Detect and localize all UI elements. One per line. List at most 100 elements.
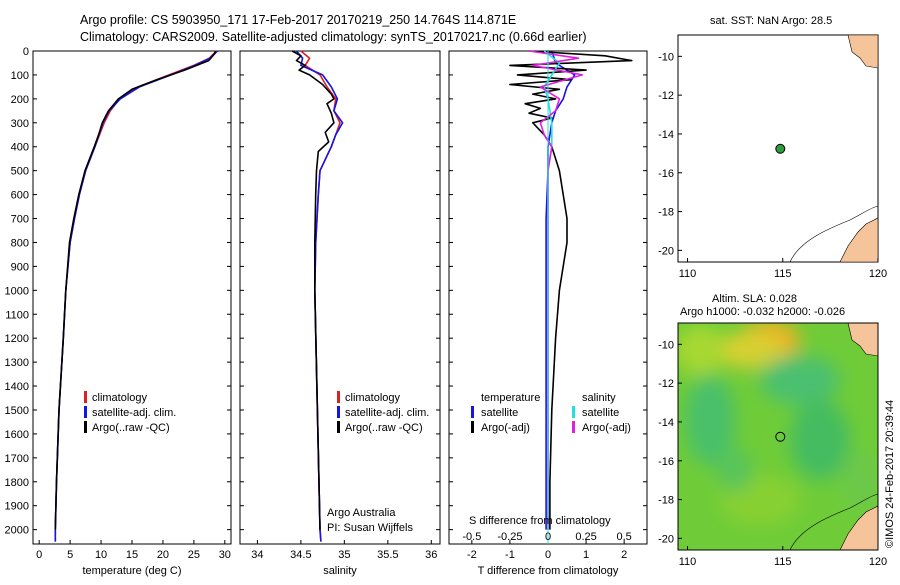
series-line	[54, 50, 218, 542]
y-tick-label: 2000	[5, 525, 29, 537]
legend-swatch-s-satellite	[572, 406, 575, 418]
legend-label: Argo(..raw -QC)	[92, 422, 170, 434]
y-tick-label: -20	[658, 245, 674, 257]
x-tick-label: 120	[869, 556, 887, 568]
legend-swatch-climatology	[84, 391, 87, 403]
y-tick-label: -10	[658, 339, 674, 351]
y-tick-label: 100	[11, 70, 29, 82]
legend-swatch-satellite	[84, 406, 87, 418]
x-tick-label: 35	[338, 549, 350, 561]
x-axis-label: salinity	[323, 565, 357, 577]
temperature-panel: 0 5 10 15 20 25 300100200300400500600700800900…	[5, 46, 232, 577]
y-tick-label: -12	[658, 90, 674, 102]
x-tick-label: 2	[621, 549, 627, 561]
legend-label: Argo(..raw -QC)	[345, 422, 423, 434]
x-tick-label: 20	[157, 549, 169, 561]
sst-map-title: sat. SST: NaN Argo: 28.5	[710, 15, 832, 27]
legend-label: satellite	[481, 407, 518, 419]
x-tick-label: 110	[679, 268, 697, 280]
header-line1: Argo profile: CS 5903950_171 17-Feb-2017…	[80, 13, 516, 27]
y-tick-label: -18	[658, 207, 674, 219]
y-tick-label: 1500	[5, 405, 29, 417]
y-tick-label: 1600	[5, 429, 29, 441]
difference-panel: -2 -1 0 1 2T difference from climatology -0.5…	[448, 50, 648, 577]
legend-swatch-satellite	[337, 406, 340, 418]
y-tick-label: 800	[11, 237, 29, 249]
legend-label: satellite	[582, 407, 619, 419]
isobath	[789, 205, 878, 262]
land-north	[847, 323, 878, 357]
sla-map-subtitle: Argo h1000: -0.032 h2000: -0.026	[680, 306, 845, 318]
s-diff-tick-label: 0.5	[617, 531, 632, 543]
series-line	[54, 50, 217, 542]
y-tick-label: -16	[658, 168, 674, 180]
annotation-institution: Argo Australia	[327, 507, 396, 519]
x-tick-label: 34.5	[290, 549, 311, 561]
x-tick-label: 36	[425, 549, 437, 561]
legend-label: climatology	[92, 392, 148, 404]
x-tick-label: 35.5	[377, 549, 398, 561]
sla-map-title: Altim. SLA: 0.028	[712, 293, 797, 305]
series-line	[291, 50, 335, 530]
y-tick-label: 1100	[5, 309, 29, 321]
y-tick-label: 1900	[5, 501, 29, 513]
y-tick-label: -14	[658, 417, 674, 429]
x-tick-label: 15	[126, 549, 138, 561]
land-south	[839, 217, 878, 262]
s-diff-tick-label: -0.5	[462, 531, 481, 543]
argo-position-marker	[775, 143, 786, 154]
salinity-panel: 34 34.5 35 35.5 36 salinity	[239, 50, 441, 577]
argo-position-marker	[775, 431, 786, 442]
x-axis-label: T difference from climatology	[478, 565, 619, 577]
legend-label: climatology	[345, 392, 401, 404]
y-tick-label: 200	[11, 94, 29, 106]
legend-label: satellite-adj. clim.	[345, 407, 429, 419]
legend-title-salinity: salinity	[582, 392, 616, 404]
x-tick-label: 10	[95, 549, 107, 561]
legend-swatch-argo	[84, 421, 87, 433]
legend-swatch-t-satellite	[471, 406, 474, 418]
sla-map	[677, 322, 879, 551]
y-tick-label: 1000	[5, 285, 29, 297]
x-axis-label: temperature (deg C)	[82, 565, 181, 577]
header-line2: Climatology: CARS2009. Satellite-adjuste…	[80, 30, 587, 44]
legend-label: satellite-adj. clim.	[92, 407, 176, 419]
legend-swatch-s-argo	[572, 421, 575, 433]
y-tick-label: 1700	[5, 453, 29, 465]
y-tick-label: 1400	[5, 381, 29, 393]
credit: ©IMOS 24-Feb-2017 20:39:44	[884, 400, 896, 548]
legend-swatch-climatology	[337, 391, 340, 403]
y-tick-label: -10	[658, 51, 674, 63]
x-tick-label: 5	[67, 549, 73, 561]
s-diff-tick-label: 0.25	[575, 531, 596, 543]
isobath	[789, 493, 878, 550]
x-tick-label: 0	[545, 549, 551, 561]
series-line	[295, 50, 344, 542]
y-tick-label: 1200	[5, 333, 29, 345]
sla-axes: 110 115 120 -10 -12 -14 -16 -18 -20	[658, 339, 887, 568]
y-tick-label: 500	[11, 166, 29, 178]
x-tick-label: 120	[869, 268, 887, 280]
y-tick-label: 400	[11, 142, 29, 154]
sst-axes: 110 115 120 -10 -12 -14 -16 -18 -20	[658, 51, 887, 280]
y-tick-label: 0	[23, 46, 29, 58]
x-tick-label: 0	[36, 549, 42, 561]
y-tick-label: -14	[658, 129, 674, 141]
x-tick-label: -1	[505, 549, 515, 561]
x-tick-label: -2	[467, 549, 477, 561]
x-tick-label: 115	[774, 556, 792, 568]
x-tick-label: 115	[774, 268, 792, 280]
legend-label: Argo(-adj)	[481, 422, 530, 434]
temperature-legend: climatology satellite-adj. clim. Argo(..…	[84, 391, 176, 434]
series-line	[509, 50, 633, 530]
legend-label: Argo(-adj)	[582, 422, 631, 434]
series-line	[54, 50, 217, 530]
y-tick-label: 1800	[5, 477, 29, 489]
legend-swatch-argo	[337, 421, 340, 433]
y-tick-label: -12	[658, 378, 674, 390]
y-tick-label: -18	[658, 495, 674, 507]
difference-legend: temperature salinity satellite Argo(-adj…	[469, 392, 631, 527]
y-tick-label: 700	[11, 214, 29, 226]
legend-swatch-t-argo	[471, 421, 474, 433]
